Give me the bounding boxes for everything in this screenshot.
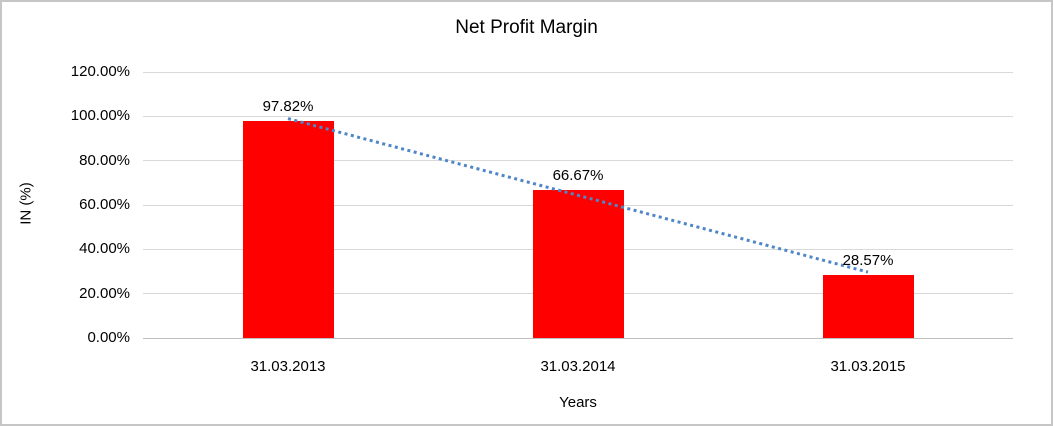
gridline (143, 115, 1013, 117)
data-label: 66.67% (552, 167, 604, 185)
x-tick-label: 31.03.2013 (250, 358, 326, 375)
x-tick-label: 31.03.2015 (830, 358, 906, 375)
y-tick-label: 0.00% (87, 329, 130, 346)
bar (532, 190, 624, 338)
plot-area (143, 71, 1013, 339)
gridline (143, 160, 1013, 162)
y-tick-label: 20.00% (79, 284, 130, 302)
bar (242, 121, 334, 338)
x-tick-label: 31.03.2014 (540, 358, 616, 375)
y-tick-label: 40.00% (79, 240, 130, 258)
trendline (287, 117, 869, 274)
data-label: 28.57% (842, 251, 894, 269)
y-tick-label: 100.00% (70, 107, 130, 125)
y-tick-label: 120.00% (70, 63, 130, 80)
chart-title: Net Profit Margin (455, 17, 598, 38)
x-axis-title: Years (559, 394, 597, 411)
data-label: 97.82% (262, 98, 314, 116)
gridline (143, 71, 1013, 73)
y-tick-label: 60.00% (79, 196, 130, 213)
y-tick-label: 80.00% (79, 151, 130, 169)
x-axis-line (143, 337, 1013, 339)
bar (822, 274, 914, 338)
